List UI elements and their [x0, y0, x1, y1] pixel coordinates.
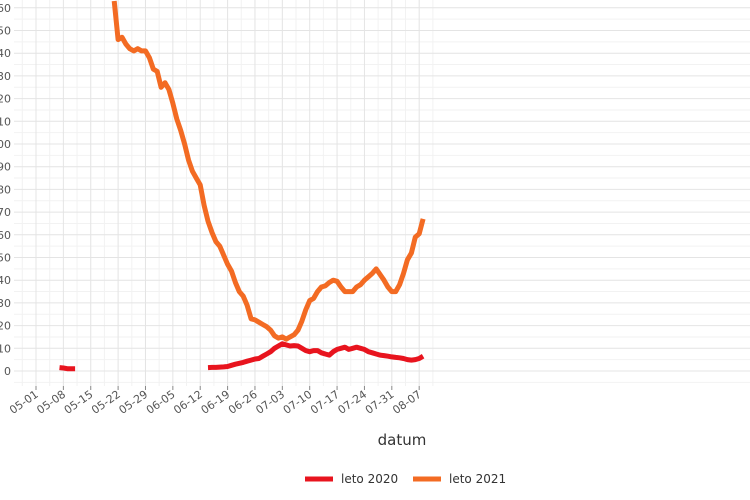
legend-label: leto 2021 [449, 472, 506, 486]
x-tick-label: 05-22 [89, 388, 123, 417]
x-tick-labels: 05-0105-0805-1505-2205-2906-0506-1206-19… [7, 386, 424, 417]
x-tick-label: 07-10 [281, 388, 315, 417]
x-tick-label: 07-31 [363, 388, 397, 417]
x-tick-label: 05-29 [117, 388, 151, 417]
y-tick-label: 50 [0, 252, 11, 265]
y-tick-label: 150 [0, 25, 11, 38]
legend-label: leto 2020 [341, 472, 398, 486]
y-tick-label: 100 [0, 138, 11, 151]
series-line-1 [207, 341, 425, 371]
legend: leto 2020 leto 2021 [305, 472, 506, 486]
x-tick-label: 07-03 [253, 388, 287, 417]
y-tick-label: 140 [0, 47, 11, 60]
y-tick-label: 130 [0, 70, 11, 83]
x-axis-title: datum [378, 431, 427, 449]
y-tick-label: 20 [0, 320, 11, 333]
x-tick-label: 07-24 [336, 388, 370, 417]
y-tick-label: 0 [4, 365, 11, 378]
x-tick-label: 06-05 [144, 388, 178, 417]
x-tick-label: 08-07 [390, 388, 424, 417]
x-tick-label: 05-15 [62, 388, 96, 417]
y-tick-label: 30 [0, 297, 11, 310]
series-lines [59, 0, 426, 372]
series-line-2 [111, 0, 426, 342]
x-tick-label: 07-17 [308, 388, 342, 417]
x-tick-label: 06-19 [199, 388, 233, 417]
y-tick-labels: 0 10 20 30 40 50 60 70 80 90 100 110 120 130 140 150 160 [0, 2, 11, 378]
y-tick-label: 80 [0, 183, 11, 196]
y-tick-label: 60 [0, 229, 11, 242]
x-tick-label: 05-08 [34, 388, 68, 417]
plot-background [14, 0, 750, 386]
x-tick-label: 06-12 [171, 388, 205, 417]
x-tick-label: 05-01 [7, 388, 41, 417]
y-tick-label: 120 [0, 93, 11, 106]
y-tick-label: 90 [0, 161, 11, 174]
series-line-1 [59, 365, 76, 372]
y-tick-label: 110 [0, 115, 11, 128]
y-tick-label: 160 [0, 2, 11, 15]
y-tick-label: 40 [0, 274, 11, 287]
grid [14, 0, 750, 386]
y-tick-label: 70 [0, 206, 11, 219]
y-tick-label: 10 [0, 342, 11, 355]
x-tick-label: 06-26 [226, 388, 260, 417]
